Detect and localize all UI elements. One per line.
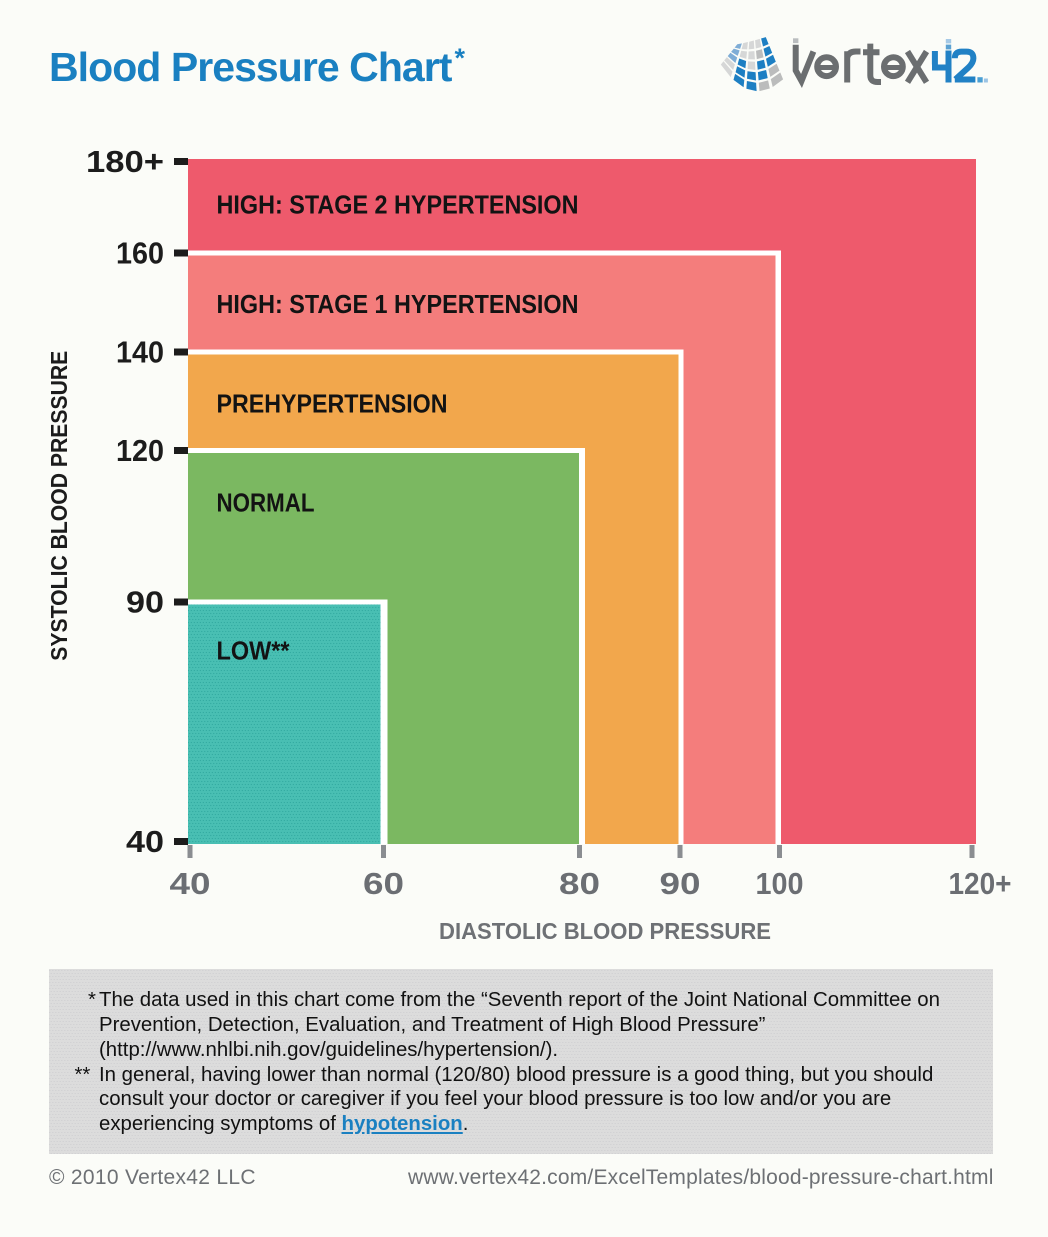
svg-text:PREHYPERTENSION: PREHYPERTENSION: [217, 389, 448, 419]
svg-text:100: 100: [756, 866, 804, 901]
svg-text:HIGH: STAGE 2 HYPERTENSION: HIGH: STAGE 2 HYPERTENSION: [217, 190, 579, 220]
svg-text:HIGH: STAGE 1 HYPERTENSION: HIGH: STAGE 1 HYPERTENSION: [217, 289, 579, 319]
svg-text:160: 160: [116, 235, 164, 270]
svg-text:40: 40: [170, 866, 211, 901]
svg-text:40: 40: [126, 824, 164, 859]
svg-text:SYSTOLIC BLOOD PRESSURE: SYSTOLIC BLOOD PRESSURE: [46, 351, 72, 661]
svg-text:DIASTOLIC BLOOD PRESSURE: DIASTOLIC BLOOD PRESSURE: [439, 918, 771, 944]
svg-text:60: 60: [363, 866, 404, 901]
svg-text:140: 140: [116, 334, 164, 369]
svg-text:120: 120: [116, 433, 164, 468]
svg-text:90: 90: [660, 866, 701, 901]
svg-text:120+: 120+: [949, 866, 1012, 901]
svg-text:180+: 180+: [86, 144, 164, 179]
svg-text:80: 80: [559, 866, 600, 901]
svg-text:NORMAL: NORMAL: [217, 488, 315, 518]
svg-text:90: 90: [126, 584, 164, 619]
svg-text:LOW**: LOW**: [217, 636, 291, 666]
